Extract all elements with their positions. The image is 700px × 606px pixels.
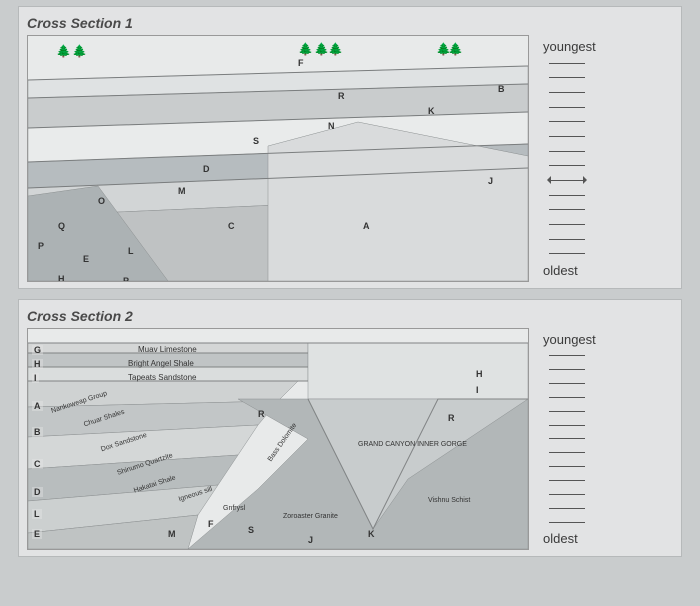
section1-title: Cross Section 1	[27, 15, 673, 31]
tree-icon: 🌲	[448, 42, 463, 56]
answer-blank[interactable]	[549, 466, 585, 467]
answer-blank[interactable]	[549, 411, 585, 412]
sequence-label: L	[32, 509, 42, 519]
section2-blank-lines[interactable]	[549, 349, 673, 529]
youngest-label: youngest	[543, 39, 607, 54]
answer-blank[interactable]	[549, 77, 585, 78]
answer-blank[interactable]	[549, 369, 585, 370]
answer-blank[interactable]	[549, 383, 585, 384]
sequence-label: E	[32, 529, 42, 539]
answer-blank[interactable]	[549, 136, 585, 137]
answer-blank[interactable]	[549, 253, 585, 254]
answer-blank[interactable]	[549, 180, 585, 181]
sequence-label: I	[32, 373, 39, 383]
youngest-label-2: youngest	[543, 332, 607, 347]
answer-blank[interactable]	[549, 121, 585, 122]
section1-legend: youngest oldest	[529, 35, 673, 282]
answer-blank[interactable]	[549, 92, 585, 93]
sequence-label: G	[32, 345, 43, 355]
tree-icon: 🌲	[328, 42, 343, 56]
tree-icon: 🌲	[72, 44, 87, 58]
sequence-label: C	[32, 459, 43, 469]
sequence-label: D	[32, 487, 43, 497]
answer-blank[interactable]	[549, 63, 585, 64]
answer-blank[interactable]	[549, 494, 585, 495]
sequence-label: H	[32, 359, 43, 369]
cross-section-2-diagram: Muav LimestoneBright Angel ShaleTapeats …	[27, 328, 529, 550]
answer-blank[interactable]	[549, 425, 585, 426]
answer-blank[interactable]	[549, 452, 585, 453]
tree-icon: 🌲	[56, 44, 71, 58]
answer-blank[interactable]	[549, 508, 585, 509]
sequence-label: B	[32, 427, 43, 437]
answer-blank[interactable]	[549, 224, 585, 225]
answer-blank[interactable]	[549, 165, 585, 166]
cross-section-1-diagram: FRBKNSDMJCAOQPELHP🌲🌲🌲🌲🌲🌲🌲	[27, 35, 529, 282]
answer-blank[interactable]	[549, 151, 585, 152]
oldest-label: oldest	[543, 263, 607, 278]
tree-icon: 🌲	[314, 42, 329, 56]
section2-legend: youngest oldest	[529, 328, 673, 550]
answer-blank[interactable]	[549, 438, 585, 439]
section1-blank-lines[interactable]	[549, 56, 673, 261]
answer-blank[interactable]	[549, 107, 585, 108]
answer-blank[interactable]	[549, 397, 585, 398]
answer-blank[interactable]	[549, 480, 585, 481]
answer-blank[interactable]	[549, 239, 585, 240]
answer-blank[interactable]	[549, 209, 585, 210]
answer-blank[interactable]	[549, 355, 585, 356]
answer-blank[interactable]	[549, 195, 585, 196]
sequence-label: A	[32, 401, 43, 411]
tree-icon: 🌲	[298, 42, 313, 56]
oldest-label-2: oldest	[543, 531, 607, 546]
section2-title: Cross Section 2	[27, 308, 673, 324]
answer-blank[interactable]	[549, 522, 585, 523]
